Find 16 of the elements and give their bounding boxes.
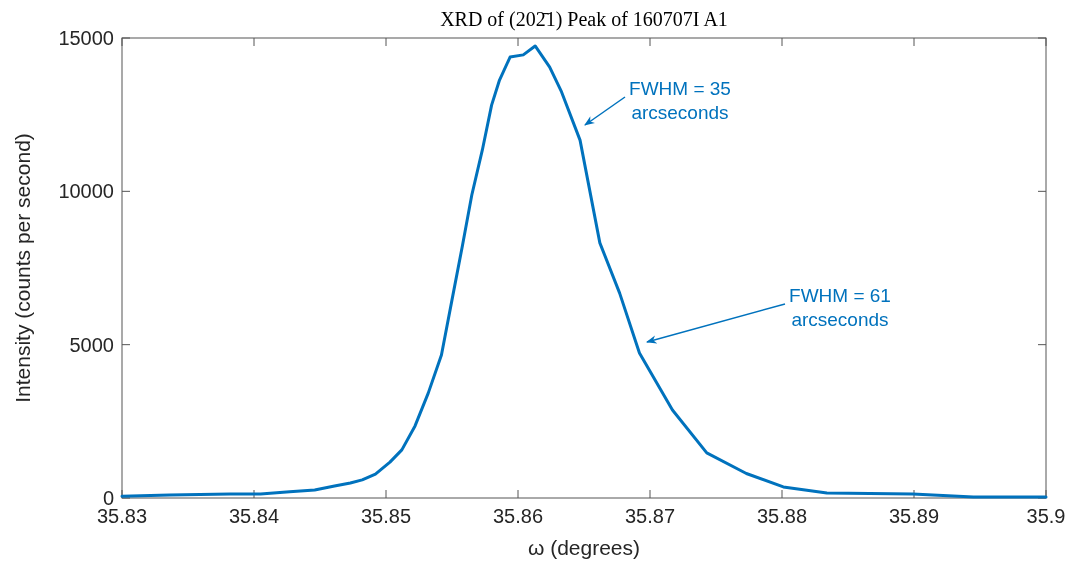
x-tick-label: 35.87 [624,505,676,527]
x-tick-label: 35.85 [360,505,412,527]
x-tick-label: 35.86 [492,505,544,527]
y-axis-title: Intensity (counts per second) [11,133,34,403]
x-tick-label: 35.88 [756,505,808,527]
annotation: FWHM = 35 arcseconds [629,78,731,123]
x-tick-label: 35.9 [1026,505,1066,527]
y-tick-label: 10000 [58,180,114,203]
y-tick-label: 15000 [58,27,114,49]
y-tick-label: 5000 [69,333,114,356]
chart-title: XRD of (202̄1) Peak of 160707I A1 [440,8,728,31]
x-tick-label: 35.84 [228,505,280,527]
x-axis-title: ω (degrees) [527,536,641,559]
line-series [120,44,1048,499]
x-tick-label: 35.89 [888,505,940,527]
annotation: FWHM = 61 arcseconds [789,285,891,330]
